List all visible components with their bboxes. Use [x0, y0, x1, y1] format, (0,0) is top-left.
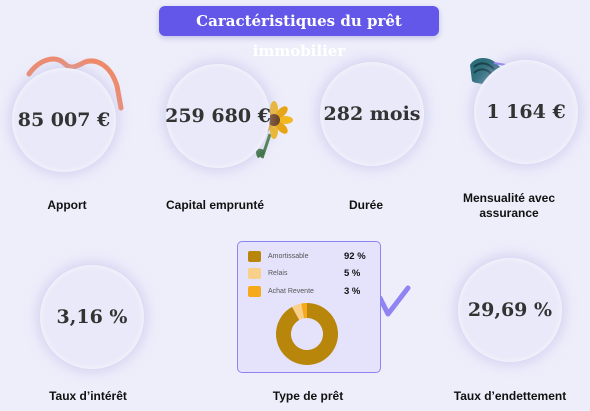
ribbon-decoration-icon — [26, 56, 124, 111]
legend-swatch — [248, 250, 261, 262]
duree-label: Durée — [348, 198, 383, 212]
mensualite-value: 1 164 € — [486, 101, 566, 123]
taux-endettement-value: 29,69 % — [467, 299, 553, 321]
legend-name: Relais — [268, 269, 288, 277]
taux-endettement-label: Taux d’endettement — [453, 389, 567, 403]
capital-label: Capital emprunté — [165, 198, 264, 212]
mensualite-circle: 1 164 € — [474, 60, 578, 164]
legend-name: Amortissable — [268, 252, 309, 260]
apport-label: Apport — [47, 198, 87, 212]
mensualite-label: Mensualité avec assurance — [462, 191, 556, 220]
taux-interet-circle: 3,16 % — [40, 265, 144, 369]
donut-slice-achat-revente — [301, 303, 307, 319]
type-pret-label: Type de prêt — [272, 389, 344, 403]
page-title: Caractéristiques du prêt immobilier — [159, 6, 439, 60]
legend-item-achat-revente: Achat Revente 3 % — [248, 284, 360, 298]
taux-interet-value: 3,16 % — [56, 306, 128, 328]
capital-circle: 259 680 € — [165, 64, 271, 168]
type-pret-legend: Amortissable 92 % Relais 5 % Achat Reven… — [237, 241, 381, 373]
legend-item-amortissable: Amortissable 92 % — [248, 249, 366, 263]
donut-slice-relais — [292, 303, 305, 320]
apport-circle: 85 007 € — [12, 68, 116, 172]
legend-swatch — [248, 267, 261, 279]
type-pret-donut-chart — [276, 303, 338, 365]
duree-value: 282 mois — [323, 103, 421, 125]
legend-percent: 92 % — [344, 250, 366, 262]
apport-value: 85 007 € — [17, 109, 111, 131]
capital-value: 259 680 € — [165, 105, 271, 127]
taux-endettement-circle: 29,69 % — [458, 258, 562, 362]
legend-percent: 5 % — [344, 267, 361, 279]
taux-interet-label: Taux d’intérêt — [49, 389, 127, 403]
check-scribble-decoration-icon — [377, 285, 411, 317]
legend-name: Achat Revente — [268, 287, 314, 295]
legend-swatch — [248, 285, 261, 297]
duree-circle: 282 mois — [320, 62, 424, 166]
legend-item-relais: Relais 5 % — [248, 266, 360, 280]
legend-percent: 3 % — [344, 285, 361, 297]
donut-slice-amortissable — [276, 303, 338, 365]
